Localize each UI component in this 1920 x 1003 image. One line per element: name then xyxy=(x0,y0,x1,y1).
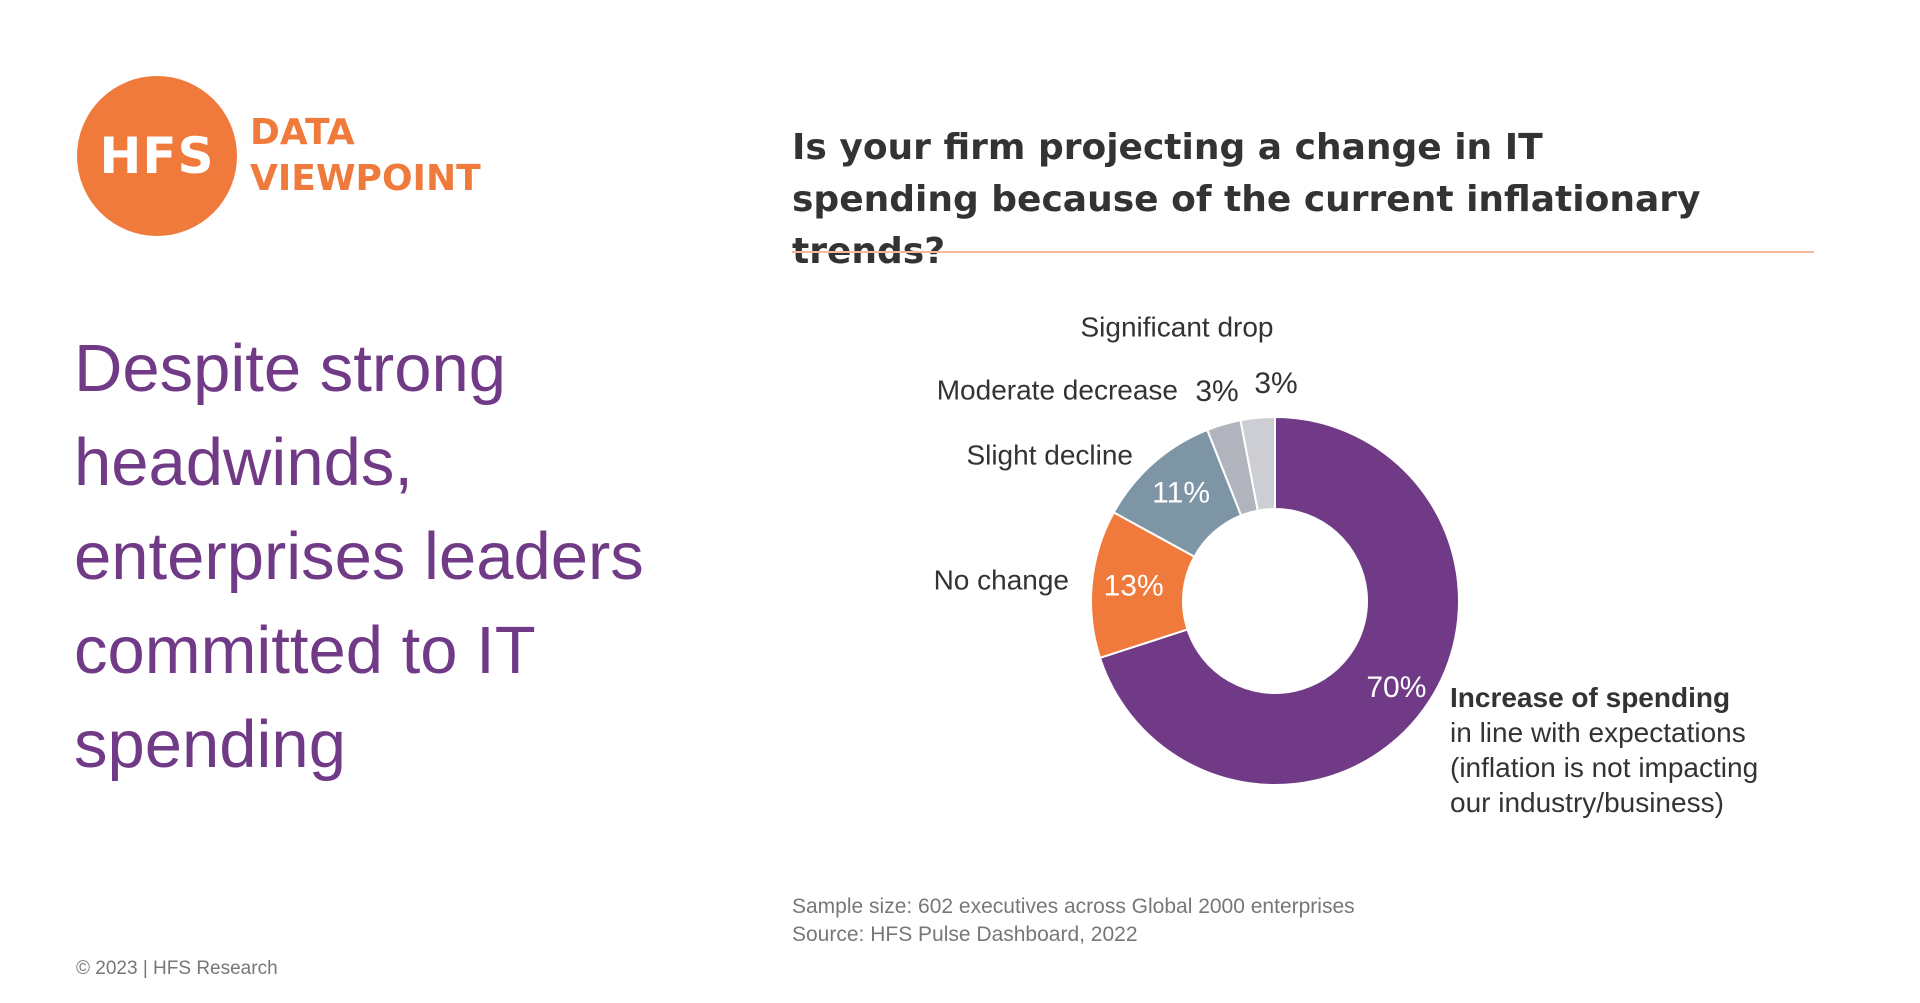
chart-question: Is your firm projecting a change in IT s… xyxy=(792,127,1701,272)
category-label-moderate-decrease: Moderate decrease xyxy=(937,374,1178,405)
source-note: Source: HFS Pulse Dashboard, 2022 xyxy=(792,923,1138,946)
value-label-no-change: 13% xyxy=(1104,570,1164,603)
logo-wordmark: DATA VIEWPOINT xyxy=(250,110,481,202)
value-label-increase-of-spending: 70% xyxy=(1366,671,1426,704)
category-label-significant-drop: Significant drop xyxy=(1080,311,1273,342)
increase-callout: Increase of spending in line with expect… xyxy=(1450,680,1850,820)
chart-notes: Sample size: 602 executives across Globa… xyxy=(792,893,1355,949)
callout-line-3: our industry/business) xyxy=(1450,787,1724,818)
logo-line-1: DATA xyxy=(250,112,355,153)
slice-significant-drop xyxy=(1239,415,1276,512)
category-label-no-change: No change xyxy=(934,564,1069,595)
headline: Despite strong headwinds, enterprises le… xyxy=(74,331,644,782)
value-label-slight-decline: 11% xyxy=(1152,476,1210,509)
logo-mark: HFS xyxy=(99,127,215,185)
logo-line-2: VIEWPOINT xyxy=(250,158,481,199)
callout-line-2: (inflation is not impacting xyxy=(1450,752,1759,783)
slice-increase-of-spending xyxy=(1098,415,1460,786)
value-label-moderate-decrease: 3% xyxy=(1195,375,1238,408)
sample-size-note: Sample size: 602 executives across Globa… xyxy=(792,895,1355,918)
copyright: © 2023 | HFS Research xyxy=(76,958,278,979)
category-label-slight-decline: Slight decline xyxy=(966,439,1133,470)
callout-line-1: in line with expectations xyxy=(1450,717,1746,748)
divider xyxy=(792,251,1814,253)
callout-title: Increase of spending xyxy=(1450,682,1731,713)
hfs-logo: HFS xyxy=(77,76,237,236)
value-label-significant-drop: 3% xyxy=(1254,367,1297,400)
